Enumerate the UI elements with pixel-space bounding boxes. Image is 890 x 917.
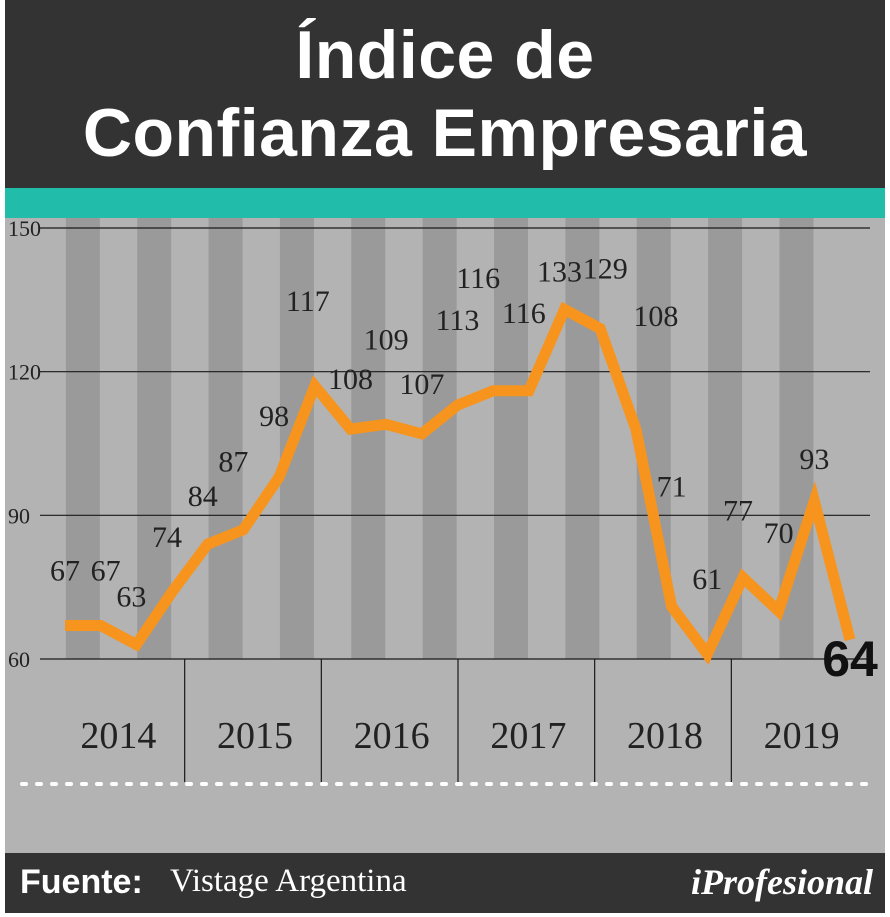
data-label: 61 (692, 563, 722, 596)
data-label: 116 (502, 297, 546, 330)
x-tick-label: 2014 (80, 715, 156, 757)
footer: Fuente: Vistage Argentina iProfesional (5, 853, 885, 913)
data-label: 113 (436, 304, 480, 337)
stripe (351, 218, 386, 659)
y-tick-label: 150 (8, 216, 41, 241)
data-label: 107 (399, 368, 444, 401)
y-tick-label: 120 (8, 360, 41, 385)
y-tick-label: 60 (8, 647, 30, 672)
data-label: 67 (91, 554, 121, 587)
stripe (494, 218, 529, 659)
header: Índice de Confianza Empresaria (5, 0, 885, 188)
y-tick-label: 90 (8, 503, 30, 528)
data-label: 67 (50, 554, 80, 587)
data-label: 108 (328, 363, 373, 396)
page-title-line2: Confianza Empresaria (82, 95, 808, 171)
stripe (565, 218, 600, 659)
brand-logo: iProfesional (690, 862, 873, 902)
stripe (65, 218, 100, 659)
last-data-label: 64 (822, 631, 878, 687)
data-label: 117 (286, 285, 330, 318)
data-label: 71 (657, 470, 687, 503)
data-label: 129 (583, 253, 628, 286)
stripe (208, 218, 243, 659)
data-label: 84 (188, 480, 218, 513)
data-label: 109 (364, 323, 409, 356)
data-label: 133 (537, 255, 582, 288)
x-tick-label: 2016 (354, 715, 430, 757)
page-title-line1: Índice de (295, 17, 595, 93)
data-label: 74 (152, 521, 182, 554)
data-label: 98 (259, 400, 289, 433)
data-label: 93 (799, 443, 829, 476)
x-tick-label: 2015 (217, 715, 293, 757)
accent-band (5, 188, 885, 218)
x-tick-label: 2019 (764, 715, 840, 757)
data-label: 87 (218, 446, 248, 479)
x-tick-label: 2018 (627, 715, 703, 757)
stripe (422, 218, 457, 659)
source-value: Vistage Argentina (170, 863, 407, 899)
source-label: Fuente: (20, 863, 143, 901)
series-line (65, 301, 856, 665)
data-label: 116 (456, 262, 500, 295)
stripe (137, 218, 172, 659)
x-tick-label: 2017 (490, 715, 566, 757)
data-label: 70 (764, 517, 794, 550)
data-label: 63 (116, 581, 146, 614)
data-label: 108 (633, 300, 678, 333)
data-label: 77 (723, 495, 753, 528)
